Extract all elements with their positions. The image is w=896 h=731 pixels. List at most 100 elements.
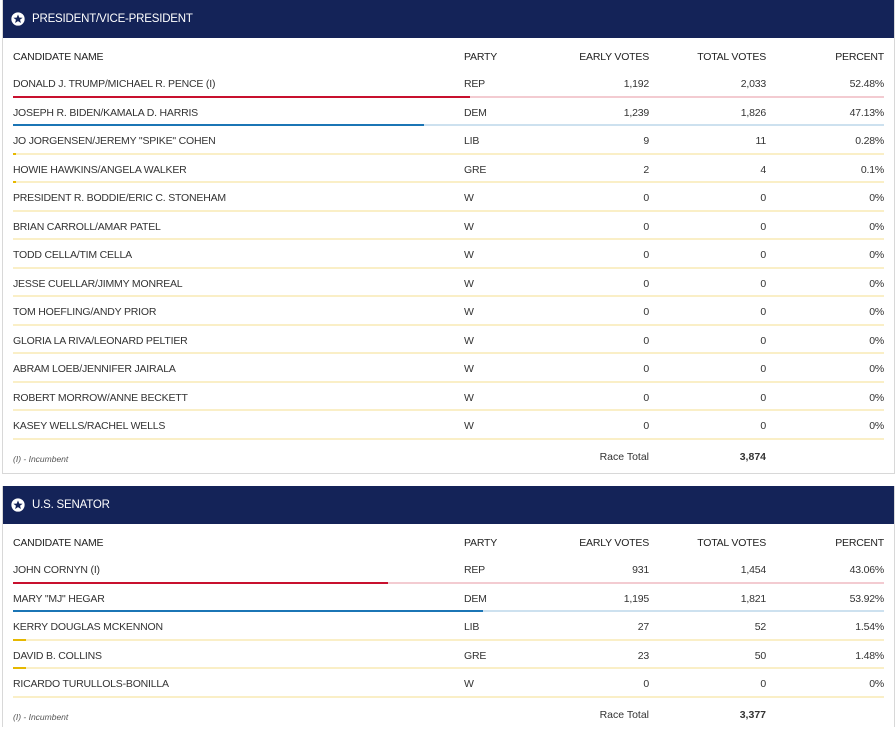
- candidate-percent: 0%: [869, 192, 884, 204]
- candidate-row: DONALD J. TRUMP/MICHAEL R. PENCE (I) REP 1…: [3, 72, 894, 101]
- candidate-row: ROBERT MORROW/ANNE BECKETT W 0 0 0%: [3, 386, 894, 415]
- candidate-row: JOHN CORNYN (I) REP 931 1,454 43.06%: [3, 558, 894, 587]
- candidate-row: PRESIDENT R. BODDIE/ERIC C. STONEHAM W 0 0 0…: [3, 186, 894, 215]
- candidate-early-votes: 0: [643, 277, 649, 290]
- candidate-party: DEM: [464, 106, 487, 119]
- candidate-party: W: [464, 306, 474, 318]
- candidate-percent: 1.54%: [855, 621, 884, 633]
- vote-share-bar-track: [13, 209, 884, 212]
- candidate-percent: 0%: [869, 420, 884, 432]
- candidate-row: KERRY DOUGLAS MCKENNON LIB 27 52 1.54%: [3, 615, 894, 644]
- vote-share-bar-track: [13, 610, 884, 612]
- candidate-total-votes: 0: [760, 306, 766, 318]
- candidate-party: GRE: [464, 163, 487, 176]
- vote-share-bar-fill: [13, 95, 471, 98]
- column-header-percent: PERCENT: [835, 537, 884, 549]
- candidate-early-votes: 27: [637, 621, 649, 633]
- race-card-president: PRESIDENT/VICE-PRESIDENT CANDIDATE NAME PA…: [2, 0, 895, 474]
- candidate-early-votes: 9: [643, 135, 649, 147]
- candidate-total-votes: 0: [760, 249, 766, 261]
- candidate-name: PRESIDENT R. BODDIE/ERIC C. STONEHAM: [13, 192, 226, 204]
- candidate-total-votes: 0: [760, 420, 766, 432]
- candidate-party: LIB: [464, 135, 480, 147]
- candidate-percent: 0%: [869, 277, 884, 290]
- candidate-early-votes: 0: [643, 192, 649, 204]
- column-header-candidate: CANDIDATE NAME: [13, 537, 104, 549]
- vote-share-bar-track: [13, 124, 884, 126]
- candidate-name: DAVID B. COLLINS: [13, 649, 102, 662]
- candidate-row: ABRAM LOEB/JENNIFER JAIRALA W 0 0 0%: [3, 357, 894, 386]
- candidate-total-votes: 1,821: [740, 592, 766, 605]
- candidate-percent: 0%: [869, 334, 884, 347]
- candidate-party: W: [464, 249, 474, 261]
- candidate-total-votes: 0: [760, 220, 766, 233]
- candidate-percent: 53.92%: [849, 592, 885, 605]
- candidate-party: REP: [464, 564, 485, 576]
- vote-share-bar-track: [13, 581, 884, 584]
- incumbent-note: (I) - Incumbent: [13, 453, 69, 464]
- candidate-early-votes: 1,239: [623, 106, 649, 119]
- candidate-percent: 43.06%: [849, 564, 885, 576]
- column-header-candidate: CANDIDATE NAME: [13, 51, 104, 63]
- candidate-total-votes: 2,033: [740, 78, 766, 90]
- candidate-early-votes: 1,192: [623, 78, 649, 90]
- candidate-percent: 0%: [869, 678, 884, 690]
- race-header: U.S. SENATOR: [3, 486, 894, 524]
- vote-share-bar-fill: [13, 181, 17, 183]
- race-total-label: Race Total: [599, 450, 649, 463]
- vote-share-bar-track: [13, 695, 884, 698]
- candidate-total-votes: 1,454: [740, 564, 766, 576]
- vote-share-bar-track: [13, 667, 884, 669]
- candidate-name: BRIAN CARROLL/AMAR PATEL: [13, 220, 161, 233]
- candidate-early-votes: 931: [632, 564, 649, 576]
- candidate-early-votes: 0: [643, 420, 649, 432]
- incumbent-note: (I) - Incumbent: [13, 711, 69, 722]
- candidate-percent: 47.13%: [849, 106, 885, 119]
- column-header-party: PARTY: [464, 537, 498, 549]
- candidate-row: JOSEPH R. BIDEN/KAMALA D. HARRIS DEM 1,239…: [3, 101, 894, 130]
- candidate-row: BRIAN CARROLL/AMAR PATEL W 0 0 0%: [3, 215, 894, 244]
- star-icon: [11, 498, 25, 512]
- candidate-early-votes: 0: [643, 220, 649, 233]
- candidate-name: GLORIA LA RIVA/LEONARD PELTIER: [13, 334, 188, 347]
- candidate-early-votes: 0: [643, 678, 649, 690]
- vote-share-bar-track: [13, 295, 884, 297]
- race-card-senator: U.S. SENATOR CANDIDATE NAME PARTY EARLY VOT…: [2, 486, 895, 727]
- candidate-total-votes: 0: [760, 334, 766, 347]
- vote-share-bar-track: [13, 323, 884, 326]
- candidate-total-votes: 0: [760, 678, 766, 690]
- candidate-name: JOHN CORNYN (I): [13, 564, 100, 576]
- candidate-row: RICARDO TURULLOLS-BONILLA W 0 0 0%: [3, 672, 894, 701]
- candidate-early-votes: 1,195: [623, 592, 649, 605]
- candidate-name: HOWIE HAWKINS/ANGELA WALKER: [13, 163, 187, 176]
- vote-share-bar-fill: [13, 667, 26, 669]
- candidate-name: JESSE CUELLAR/JIMMY MONREAL: [13, 277, 183, 290]
- candidate-party: W: [464, 363, 474, 375]
- candidate-percent: 0%: [869, 391, 884, 404]
- vote-share-bar-track: [13, 238, 884, 240]
- candidate-total-votes: 0: [760, 192, 766, 204]
- column-header-early-votes: EARLY VOTES: [579, 51, 649, 63]
- candidate-total-votes: 11: [755, 135, 767, 147]
- vote-share-bar-track: [13, 437, 884, 440]
- candidate-name: ROBERT MORROW/ANNE BECKETT: [13, 391, 188, 404]
- candidate-party: W: [464, 391, 474, 404]
- candidate-party: W: [464, 277, 474, 290]
- candidate-party: W: [464, 192, 474, 204]
- vote-share-bar-fill: [13, 610, 483, 612]
- race-total-value: 3,874: [739, 450, 766, 463]
- vote-share-bar-fill: [13, 152, 17, 155]
- candidate-early-votes: 0: [643, 306, 649, 318]
- vote-share-bar-track: [13, 181, 884, 183]
- candidate-name: JOSEPH R. BIDEN/KAMALA D. HARRIS: [13, 106, 198, 119]
- candidate-party: W: [464, 334, 474, 347]
- vote-share-bar-track: [13, 266, 884, 269]
- candidate-total-votes: 50: [754, 649, 766, 662]
- column-header-percent: PERCENT: [835, 51, 884, 63]
- race-title: PRESIDENT/VICE-PRESIDENT: [32, 13, 193, 25]
- column-header-early-votes: EARLY VOTES: [579, 537, 649, 549]
- race-footer: (I) - Incumbent Race Total 3,874: [3, 443, 894, 473]
- candidate-percent: 0%: [869, 363, 884, 375]
- vote-share-bar-track: [13, 152, 884, 155]
- candidate-percent: 1.48%: [855, 649, 884, 662]
